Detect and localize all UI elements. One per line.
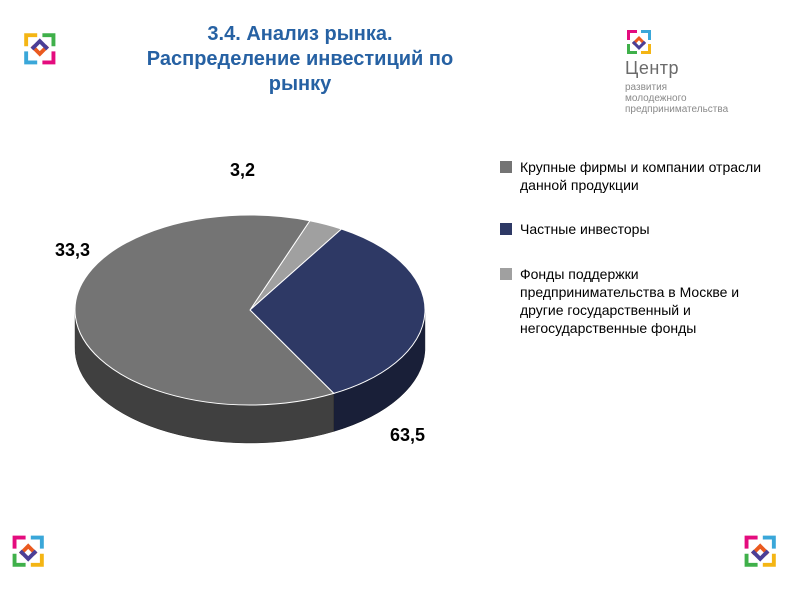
legend-item: Крупные фирмы и компании отрасли данной … xyxy=(500,158,775,194)
org-logo-name: Центр xyxy=(625,58,760,79)
corner-logo-bottom-right xyxy=(742,533,790,586)
slice-label-1: 33,3 xyxy=(55,240,90,261)
corner-logo-top-left xyxy=(10,14,58,67)
legend-swatch xyxy=(500,268,512,280)
legend-item: Частные инвесторы xyxy=(500,220,775,238)
legend-label: Крупные фирмы и компании отрасли данной … xyxy=(520,158,775,194)
page-title: 3.4. Анализ рынка.Распределение инвестиц… xyxy=(120,22,480,97)
chart-legend: Крупные фирмы и компании отрасли данной … xyxy=(500,158,775,363)
corner-logo-bottom-left xyxy=(10,533,58,586)
org-logo-sub: предпринимательства xyxy=(625,104,760,115)
legend-swatch xyxy=(500,223,512,235)
org-logo-sub: развития xyxy=(625,82,760,93)
legend-label: Частные инвесторы xyxy=(520,220,650,238)
legend-item: Фонды поддержки предпринимательства в Мо… xyxy=(500,265,775,338)
slice-label-0: 63,5 xyxy=(390,425,425,446)
org-logo-icon xyxy=(625,28,683,56)
org-logo-sub: молодежного xyxy=(625,93,760,104)
legend-label: Фонды поддержки предпринимательства в Мо… xyxy=(520,265,775,338)
pie-chart: 63,5 33,3 3,2 xyxy=(40,160,460,460)
slice-label-2: 3,2 xyxy=(230,160,255,181)
org-logo: Центр развития молодежного предпринимате… xyxy=(625,28,760,115)
legend-swatch xyxy=(500,161,512,173)
